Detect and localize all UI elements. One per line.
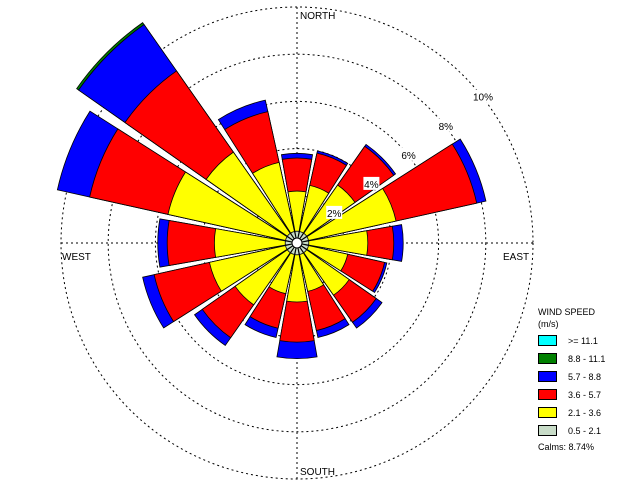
- petal-segment: [284, 240, 298, 246]
- ring-label-background: [400, 147, 417, 161]
- petal-segment: [167, 171, 298, 244]
- legend-label: 8.8 - 11.1: [568, 353, 606, 364]
- legend-label: 0.5 - 2.1: [568, 425, 602, 436]
- compass-east-label: EAST: [503, 252, 529, 263]
- petal-segment: [296, 184, 356, 244]
- petal-segment: [252, 161, 298, 244]
- petal-sse: [296, 242, 350, 338]
- legend-swatch: [538, 407, 557, 418]
- ring-label: 6%: [401, 151, 416, 162]
- petal-segment: [205, 151, 298, 244]
- legend-item: 8.8 - 11.1: [538, 351, 634, 366]
- petal-segment: [213, 228, 298, 258]
- legend-item: 2.1 - 3.6: [538, 405, 634, 420]
- petal-segment: [296, 242, 349, 272]
- petal-segment: [294, 230, 300, 244]
- legend-item: 0.5 - 2.1: [538, 423, 634, 438]
- legend-item: 5.7 - 8.8: [538, 369, 634, 384]
- legend-label: >= 11.1: [568, 335, 598, 346]
- calm-center-circle: [291, 237, 303, 249]
- legend-item: >= 11.1: [538, 333, 634, 348]
- petal-ne: [296, 143, 397, 244]
- petal-w: [157, 218, 298, 268]
- ring-label: 10%: [473, 93, 493, 104]
- legend-label: 2.1 - 3.6: [568, 407, 602, 418]
- petal-nnw: [217, 99, 298, 244]
- petal-segment: [234, 242, 298, 306]
- petal-wnw: [56, 110, 298, 244]
- petal-n: [280, 152, 314, 244]
- legend-swatch: [538, 335, 557, 346]
- grid-ring: [154, 100, 440, 386]
- legend-label: 3.6 - 5.7: [568, 389, 602, 400]
- legend-swatch: [538, 353, 557, 364]
- ring-label: 2%: [327, 209, 342, 220]
- petal-segment: [268, 242, 298, 295]
- legend-swatch: [538, 425, 557, 436]
- petal-segment: [296, 242, 325, 292]
- ring-label-background: [437, 118, 454, 132]
- petal-wsw: [142, 242, 298, 329]
- ring-label: 8%: [439, 122, 454, 133]
- petal-nw: [76, 22, 298, 244]
- petal-segment: [296, 242, 350, 296]
- compass-south-label: SOUTH: [300, 467, 335, 478]
- petal-nne: [296, 150, 349, 244]
- legend-swatch: [538, 371, 557, 382]
- petal-sw: [193, 242, 298, 347]
- petal-se: [296, 242, 383, 329]
- petal-segment: [287, 190, 307, 244]
- legend-title-line2: (m/s): [538, 319, 559, 329]
- petal-segment: [296, 240, 310, 246]
- direction-petals: [56, 22, 487, 359]
- compass-west-label: WEST: [62, 252, 91, 263]
- ring-label-background: [472, 89, 494, 103]
- petal-ssw: [244, 242, 298, 338]
- petal-segment: [294, 242, 300, 256]
- wind-speed-legend: WIND SPEED (m/s) >= 11.1 8.8 - 11.1 5.7 …: [538, 306, 634, 452]
- legend-label: 5.7 - 8.8: [568, 371, 602, 382]
- petal-segment: [296, 184, 330, 244]
- legend-title-line1: WIND SPEED: [538, 307, 596, 317]
- legend-swatch: [538, 389, 557, 400]
- petal-segment: [208, 242, 298, 292]
- petal-segment: [286, 242, 308, 303]
- ring-label-background: [326, 205, 343, 219]
- grid-ring: [107, 53, 487, 433]
- petal-e: [296, 224, 404, 262]
- ring-label-background: [363, 176, 380, 190]
- petal-segment: [296, 187, 397, 244]
- ring-labels: 2% 4% 6% 8% 10%: [326, 89, 494, 220]
- legend-item: 3.6 - 5.7: [538, 387, 634, 402]
- calms-text: Calms: 8.74%: [538, 442, 595, 452]
- ring-label: 4%: [364, 180, 379, 191]
- petal-segment: [296, 230, 369, 256]
- petal-s: [276, 242, 318, 359]
- compass-north-label: NORTH: [300, 11, 335, 22]
